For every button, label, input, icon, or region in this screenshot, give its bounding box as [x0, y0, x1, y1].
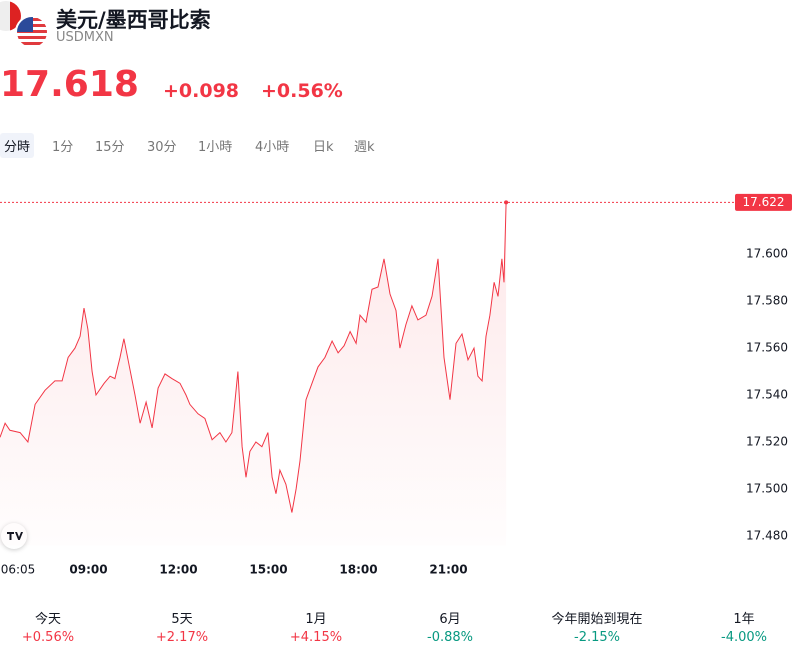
timeframe-tab[interactable]: 4小時	[255, 140, 290, 155]
performance-item[interactable]: 6月 -0.88%	[380, 611, 520, 647]
y-tick-label: 17.540	[746, 388, 788, 402]
period-label: 1年	[733, 612, 755, 627]
y-tick-label: 17.560	[746, 341, 788, 355]
timeframe-tab[interactable]: 分時	[0, 133, 35, 158]
timeframe-tab[interactable]: 週k	[354, 140, 375, 155]
performance-item[interactable]: 今天 +0.56%	[0, 611, 118, 647]
timeframe-tab[interactable]: 1小時	[198, 140, 233, 155]
performance-item[interactable]: 今年開始到現在 -2.15%	[527, 611, 667, 647]
period-change: +2.17%	[155, 630, 209, 645]
timeframe-tab[interactable]: 15分	[95, 140, 125, 155]
performance-item[interactable]: 1月 +4.15%	[246, 611, 386, 647]
x-tick-label: 06:05	[1, 563, 36, 577]
period-label: 今年開始到現在	[551, 612, 643, 627]
period-change: -4.00%	[721, 630, 767, 645]
logo	[0, 1, 49, 49]
timeframe-tab[interactable]: 30分	[147, 140, 177, 155]
change-percent: +0.56%	[261, 80, 343, 102]
last-price-tag	[735, 193, 792, 211]
x-tick-label: 18:00	[339, 563, 377, 577]
y-tick-label: 17.520	[746, 435, 788, 449]
y-tick-label: 17.580	[746, 294, 788, 308]
timeframe-tab[interactable]: 1分	[52, 140, 74, 155]
price: 17.618	[0, 64, 139, 105]
performance-item[interactable]: 1年 -4.00%	[674, 611, 800, 647]
last-price-label: 17.622	[743, 195, 785, 209]
x-tick-label: 21:00	[429, 563, 467, 577]
symbol: USDMXN	[56, 30, 114, 45]
change: +0.098	[163, 80, 240, 102]
period-label: 今天	[34, 612, 61, 627]
area-fill	[0, 202, 507, 546]
x-tick-label: 15:00	[249, 563, 287, 577]
period-change: +4.15%	[289, 630, 343, 645]
last-price-dot	[504, 200, 509, 205]
y-tick-label: 17.480	[746, 529, 788, 543]
price-line	[0, 202, 507, 513]
y-tick-label: 17.600	[746, 247, 788, 261]
chart: 17.480 17.500 17.520 17.540 17.560 17.580 17.6…	[0, 193, 792, 577]
title: 美元/墨西哥比索	[56, 8, 211, 32]
x-tick-label: 12:00	[159, 563, 197, 577]
period-change: +0.56%	[21, 630, 75, 645]
period-change: -2.15%	[574, 630, 620, 645]
x-tick-label: 09:00	[69, 563, 107, 577]
y-tick-label: 17.500	[746, 482, 788, 496]
period-label: 6月	[439, 612, 461, 627]
performance-item[interactable]: 5天 +2.17%	[112, 611, 252, 647]
timeframe-tab[interactable]: 日k	[313, 140, 334, 155]
period-label: 1月	[305, 612, 327, 627]
period-label: 5天	[171, 612, 193, 627]
period-change: -0.88%	[427, 630, 473, 645]
